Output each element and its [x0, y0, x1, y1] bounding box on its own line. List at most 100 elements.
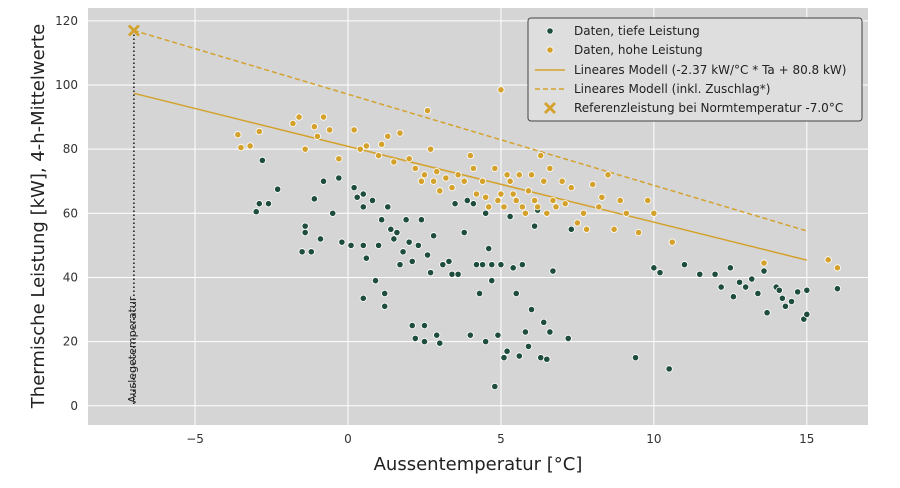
data-point-low — [408, 321, 416, 330]
data-point-low — [488, 277, 496, 285]
data-point-low — [359, 190, 367, 198]
legend-label-low: Daten, tiefe Leistung — [574, 24, 700, 38]
data-point-low — [405, 238, 413, 246]
data-point-high — [561, 200, 569, 208]
data-point-low — [335, 174, 343, 182]
data-point-low — [540, 318, 548, 326]
data-point-high — [573, 219, 582, 227]
model-line-surcharge — [133, 29, 808, 232]
data-point-low — [631, 354, 640, 362]
data-point-high — [246, 142, 254, 150]
x-axis-label: Aussentemperatur [°C] — [374, 454, 583, 475]
data-point-low — [319, 177, 328, 185]
data-point-low — [763, 309, 771, 317]
data-point-low — [787, 297, 796, 306]
data-point-high — [478, 177, 487, 185]
data-point-low — [439, 261, 447, 269]
data-point-low — [656, 269, 664, 277]
data-point-high — [616, 196, 624, 205]
data-point-high — [521, 209, 530, 217]
data-point-low — [564, 334, 572, 342]
data-point-high — [301, 145, 309, 153]
data-point-high — [255, 127, 263, 136]
y-tick-label: 120 — [55, 14, 78, 28]
x-tick-label: 10 — [646, 432, 661, 446]
vline-annotation: Auslegetemperatur — [126, 296, 139, 403]
data-point-low — [748, 275, 756, 283]
data-point-low — [463, 196, 471, 205]
data-point-low — [274, 185, 282, 193]
data-point-low — [729, 293, 738, 301]
y-axis-label: Thermische Leistung [kW], 4-h-Mittelwert… — [28, 24, 49, 409]
data-point-low — [329, 209, 337, 217]
y-tick-label: 60 — [63, 206, 78, 220]
data-point-high — [497, 86, 505, 94]
data-point-low — [430, 232, 438, 240]
data-point-low — [491, 382, 499, 391]
data-point-high — [512, 196, 520, 205]
legend: Daten, tiefe Leistung Daten, hohe Leistu… — [527, 17, 863, 122]
data-point-high — [350, 126, 358, 134]
legend-label-model: Lineares Modell (-2.37 kW/°C * Ta + 80.8… — [574, 63, 846, 77]
data-point-low — [488, 261, 496, 269]
data-point-low — [726, 264, 734, 272]
data-point-high — [500, 203, 508, 211]
data-point-low — [408, 257, 416, 266]
data-point-low — [754, 289, 762, 298]
model-line — [133, 92, 808, 261]
data-point-low — [781, 302, 790, 310]
data-point-low — [742, 283, 750, 291]
data-point-high — [604, 171, 612, 179]
reference-point-marker — [127, 24, 140, 37]
data-point-low — [433, 331, 441, 339]
data-point-low — [368, 196, 377, 205]
data-point-low — [374, 241, 383, 249]
legend-item-reference: Referenzleistung bei Normtemperatur -7.0… — [544, 101, 843, 115]
x-tick-label: 0 — [344, 432, 352, 446]
data-point-high — [537, 151, 545, 160]
data-point-high — [558, 177, 566, 185]
legend-item-low: Daten, tiefe Leistung — [546, 24, 700, 38]
data-point-low — [381, 289, 389, 298]
data-point-high — [503, 171, 511, 179]
data-point-high — [540, 177, 548, 185]
data-point-low — [494, 331, 502, 339]
data-point-high — [356, 145, 364, 153]
data-point-high — [436, 187, 444, 195]
x-tick-label: 15 — [799, 432, 814, 446]
data-point-high — [335, 155, 343, 163]
model-lines — [133, 29, 808, 261]
data-point-high — [430, 177, 438, 185]
data-point-high — [374, 151, 383, 160]
data-point-low — [482, 209, 490, 217]
data-point-high — [466, 151, 474, 160]
data-point-low — [503, 347, 511, 355]
data-point-high — [567, 184, 575, 192]
data-point-high — [433, 167, 441, 176]
data-point-high — [518, 203, 526, 211]
data-point-high — [362, 142, 370, 150]
data-point-low — [387, 225, 395, 233]
data-point-low — [258, 156, 266, 164]
data-point-low — [420, 321, 429, 330]
data-point-low — [546, 328, 554, 336]
data-point-low — [454, 270, 462, 278]
data-point-low — [264, 200, 273, 208]
y-tick-label: 80 — [63, 142, 78, 156]
data-point-high — [234, 131, 242, 139]
data-point-low — [478, 261, 487, 269]
data-point-low — [543, 355, 551, 363]
data-point-low — [650, 264, 658, 272]
series-low-points — [252, 156, 842, 391]
data-point-low — [371, 277, 380, 285]
data-point-low — [524, 342, 533, 351]
data-point-high — [527, 171, 536, 179]
data-point-low — [426, 269, 435, 277]
data-point-low — [436, 339, 444, 347]
data-point-low — [359, 203, 367, 211]
data-point-low — [384, 203, 392, 211]
legend-label-model-surcharge: Lineares Modell (inkl. Zuschlag*) — [574, 82, 770, 96]
data-point-low — [301, 228, 309, 237]
data-point-high — [326, 126, 334, 134]
